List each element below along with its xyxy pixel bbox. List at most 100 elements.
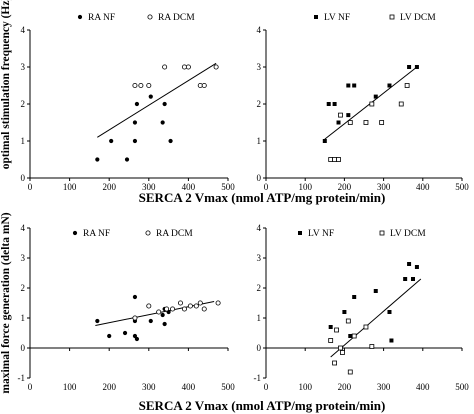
y-tick-label: 1: [21, 313, 26, 323]
data-point: [328, 325, 333, 329]
x-tick-label: 200: [102, 382, 116, 392]
y-axis-label-bottom: maximal force generation (delta mN): [0, 212, 12, 393]
data-point: [160, 312, 165, 318]
data-point: [170, 306, 176, 312]
y-tick-label: 4: [257, 223, 262, 233]
x-axis-label-top: SERCA 2 Vmax (nmol ATP/mg protein/min): [139, 190, 386, 205]
series-lv-dcm: [328, 83, 410, 162]
legend-label: RA NF: [83, 229, 110, 239]
data-point: [162, 101, 167, 107]
data-point: [369, 101, 375, 107]
data-point: [369, 344, 375, 349]
legend-marker: [298, 231, 302, 235]
x-tick-label: 0: [264, 182, 269, 192]
x-tick-label: 100: [63, 382, 77, 392]
y-tick-label: 0: [21, 173, 26, 183]
data-point: [162, 321, 167, 327]
data-point: [411, 277, 415, 281]
data-point: [373, 289, 378, 293]
data-point: [348, 334, 353, 338]
data-point: [213, 64, 219, 70]
data-point: [346, 83, 351, 88]
data-point: [338, 112, 343, 118]
y-tick-label: 0: [257, 173, 262, 183]
data-point: [373, 94, 378, 99]
x-tick-label: 0: [28, 382, 33, 392]
x-tick-label: 200: [338, 382, 352, 392]
data-point: [134, 101, 140, 107]
data-point: [162, 64, 168, 70]
data-point: [379, 120, 385, 125]
legend-label: RA DCM: [156, 229, 193, 239]
legend-marker: [147, 14, 153, 20]
data-point: [407, 262, 412, 266]
data-point: [332, 157, 338, 162]
data-point: [109, 138, 114, 144]
data-point: [201, 306, 207, 312]
data-point: [404, 83, 410, 88]
series-ra-dcm: [132, 64, 219, 89]
data-point: [334, 327, 339, 333]
data-point: [95, 318, 100, 324]
data-point: [347, 120, 353, 125]
data-point: [414, 265, 419, 269]
y-tick-label: 0: [21, 343, 26, 353]
legend-marker: [389, 14, 395, 20]
data-point: [328, 338, 334, 343]
data-point: [342, 310, 347, 314]
trendline: [330, 278, 422, 358]
x-tick-label: 300: [142, 382, 156, 392]
data-point: [138, 83, 144, 89]
data-point: [363, 324, 369, 330]
x-tick-label: 200: [102, 182, 116, 192]
x-axis-label-bottom: SERCA 2 Vmax (nmol ATP/mg protein/min): [139, 398, 386, 413]
data-point: [177, 300, 183, 306]
data-point: [345, 318, 351, 324]
data-point: [168, 138, 173, 144]
y-tick-label: -1: [18, 373, 26, 383]
x-tick-label: 100: [298, 182, 312, 192]
data-point: [148, 94, 153, 99]
data-point: [414, 65, 419, 69]
x-tick-label: 300: [377, 182, 391, 192]
x-tick-label: 100: [63, 182, 77, 192]
data-point: [336, 120, 341, 125]
legend-marker: [314, 15, 318, 19]
data-point: [332, 360, 338, 366]
data-point: [132, 120, 138, 125]
data-point: [351, 333, 357, 339]
data-point: [352, 295, 357, 299]
legend-label: RA DCM: [158, 13, 195, 23]
data-point: [332, 102, 337, 106]
x-tick-label: 300: [377, 382, 391, 392]
data-point: [387, 310, 392, 314]
data-point: [132, 294, 138, 300]
data-point: [185, 64, 191, 70]
y-axis-label-top: optimal stimulation frequency (Hz): [0, 0, 12, 169]
data-point: [346, 113, 351, 118]
y-tick-label: 3: [257, 253, 262, 263]
series-lv-dcm: [328, 318, 375, 375]
x-tick-label: 500: [221, 382, 235, 392]
y-tick-label: 2: [21, 283, 26, 293]
y-tick-label: 3: [21, 253, 26, 263]
legend-marker: [379, 230, 385, 236]
data-point: [132, 83, 138, 89]
legend-label: LV DCM: [390, 229, 426, 239]
data-point: [132, 315, 138, 321]
data-point: [160, 120, 165, 125]
legend-marker: [145, 230, 151, 236]
data-point: [124, 157, 130, 162]
data-point: [398, 101, 404, 107]
data-point: [193, 303, 199, 309]
data-point: [336, 157, 341, 162]
data-point: [187, 303, 193, 309]
data-point: [389, 338, 394, 343]
data-point: [352, 83, 357, 88]
y-tick-label: 3: [21, 62, 26, 72]
data-point: [95, 157, 100, 162]
series-ra-dcm: [132, 300, 221, 321]
x-tick-label: 300: [142, 182, 156, 192]
